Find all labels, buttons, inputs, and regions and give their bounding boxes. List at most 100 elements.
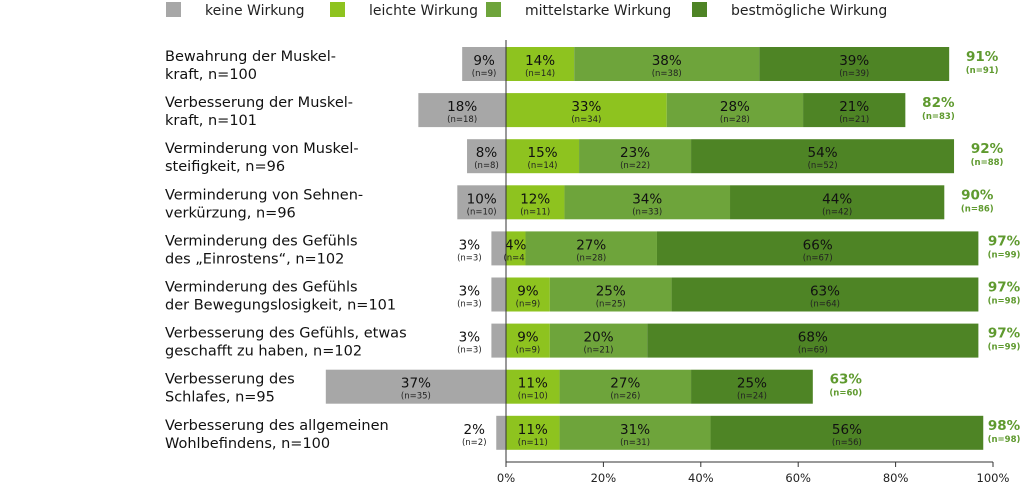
legend-label: leichte Wirkung	[369, 3, 478, 19]
bar-n-label: (n=3)	[457, 346, 482, 356]
bar-keine-wirkung	[418, 93, 506, 128]
total-n-label: (n=60)	[829, 389, 862, 399]
bar-leichte-wirkung	[506, 369, 560, 404]
total-n-label: (n=98)	[988, 297, 1021, 307]
total-label: 90%	[961, 187, 994, 203]
bar-bestmoegliche-wirkung	[691, 369, 813, 404]
bar-value-label: 39%	[839, 53, 869, 69]
bar-bestmoegliche-wirkung	[803, 93, 906, 128]
legend-swatch	[692, 2, 707, 17]
x-axis: 0% 20% 40% 60% 80% 100%	[497, 40, 1010, 485]
bar-n-label: (n=10)	[518, 392, 548, 402]
category-label-line: Verminderung von Muskel-	[165, 141, 359, 157]
bar-mittelstarke-wirkung	[549, 277, 672, 312]
category-label: Verbesserung des Schlafes, n=95	[165, 372, 295, 406]
bar-n-label: (n=67)	[803, 253, 833, 263]
bar-value-label: 12%	[520, 191, 550, 207]
total-n-label: (n=86)	[961, 204, 994, 214]
bar-keine-wirkung	[467, 139, 506, 174]
bar-n-label: (n=21)	[839, 115, 869, 125]
bar-n-label: (n=33)	[632, 207, 662, 217]
bar-keine-wirkung	[325, 369, 506, 404]
bar-n-label: (n=9)	[516, 300, 541, 310]
bar-value-label: 37%	[401, 376, 431, 392]
bar-n-label: (n=14)	[528, 161, 558, 171]
bar-value-label: 14%	[525, 53, 555, 69]
category-label: Verminderung von Sehnen-verkürzung, n=96	[165, 187, 363, 221]
bar-value-label: 21%	[839, 99, 869, 115]
category-label: Verbesserung der Muskel-kraft, n=101	[165, 95, 353, 129]
bar-value-label: 15%	[528, 145, 558, 161]
bar-n-label: (n=10)	[467, 207, 497, 217]
bar-n-label: (n=4)	[503, 253, 528, 263]
bar-n-label: (n=14)	[525, 69, 555, 79]
bar-n-label: (n=34)	[571, 115, 601, 125]
bar-n-label: (n=9)	[472, 69, 497, 79]
bar-bestmoegliche-wirkung	[656, 231, 979, 266]
bar-leichte-wirkung	[506, 93, 667, 128]
bar-n-label: (n=28)	[576, 253, 606, 263]
x-tick-label: 60%	[785, 471, 811, 485]
category-labels: Bewahrung der Muskel-kraft, n=100 Verbess…	[165, 49, 407, 452]
bar-n-label: (n=39)	[839, 69, 869, 79]
bar-value-label: 3%	[459, 284, 481, 300]
x-tick-label: 100%	[977, 471, 1010, 485]
bar-n-label: (n=35)	[401, 392, 431, 402]
x-tick-label: 20%	[591, 471, 617, 485]
bar-value-label: 23%	[620, 145, 650, 161]
bar-value-label: 9%	[517, 330, 539, 346]
x-tick-label: 40%	[688, 471, 714, 485]
category-label-line: der Bewegungslosigkeit, n=101	[165, 298, 396, 314]
bar-value-label: 33%	[571, 99, 601, 115]
category-label-line: kraft, n=101	[165, 113, 257, 129]
bar-bestmoegliche-wirkung	[710, 415, 984, 450]
legend-label: mittelstarke Wirkung	[525, 3, 671, 19]
legend-label: bestmögliche Wirkung	[731, 3, 887, 19]
bar-mittelstarke-wirkung	[525, 231, 657, 266]
bar-leichte-wirkung	[506, 415, 560, 450]
total-label: 92%	[971, 141, 1004, 157]
bar-keine-wirkung	[462, 47, 506, 81]
bar-n-label: (n=21)	[584, 346, 614, 356]
bar-leichte-wirkung	[506, 47, 575, 81]
category-label: Verminderung von Muskel-steifigkeit, n=9…	[165, 141, 359, 175]
bar-n-label: (n=52)	[808, 161, 838, 171]
legend-label: keine Wirkung	[205, 3, 305, 19]
bar-n-label: (n=24)	[737, 392, 767, 402]
bar-value-label: 9%	[517, 284, 539, 300]
category-label-line: verkürzung, n=96	[165, 205, 296, 221]
category-label-line: Verminderung von Sehnen-	[165, 187, 363, 203]
legend-swatch	[166, 2, 181, 17]
bar-n-label: (n=64)	[810, 300, 840, 310]
category-label-line: steifigkeit, n=96	[165, 159, 285, 175]
category-label: Verminderung des Gefühls des „Einrostens“…	[165, 233, 358, 267]
bar-value-label: 9%	[473, 53, 495, 69]
bar-keine-wirkung	[491, 231, 506, 266]
total-n-label: (n=88)	[971, 158, 1004, 168]
bar-leichte-wirkung	[506, 139, 580, 174]
category-label-line: Verbesserung des	[165, 372, 295, 388]
bar-n-label: (n=22)	[620, 161, 650, 171]
bar-value-label: 27%	[576, 237, 606, 253]
bar-mittelstarke-wirkung	[574, 47, 760, 81]
category-label-line: Verbesserung des allgemeinen	[165, 418, 389, 434]
total-n-label: (n=99)	[988, 343, 1021, 353]
bar-n-label: (n=25)	[596, 300, 626, 310]
totals: 91%(n=91)82%(n=83)92%(n=88)90%(n=86)97%(…	[829, 49, 1020, 445]
bar-n-label: (n=69)	[798, 346, 828, 356]
bar-value-label: 20%	[584, 330, 614, 346]
category-label-line: geschafft zu haben, n=102	[165, 344, 362, 360]
category-label-line: des „Einrostens“, n=102	[165, 251, 344, 267]
total-n-label: (n=98)	[988, 435, 1021, 445]
category-label-line: Verminderung des Gefühls	[165, 280, 358, 296]
category-label-line: Schlafes, n=95	[165, 390, 275, 406]
bar-keine-wirkung	[457, 185, 506, 220]
bar-leichte-wirkung	[506, 185, 565, 220]
bar-value-label: 31%	[620, 422, 650, 438]
category-label-line: kraft, n=100	[165, 67, 257, 83]
bar-value-label: 28%	[720, 99, 750, 115]
category-label: Bewahrung der Muskel-kraft, n=100	[165, 49, 336, 83]
bar-n-label: (n=3)	[457, 300, 482, 310]
x-tick-label: 80%	[883, 471, 909, 485]
